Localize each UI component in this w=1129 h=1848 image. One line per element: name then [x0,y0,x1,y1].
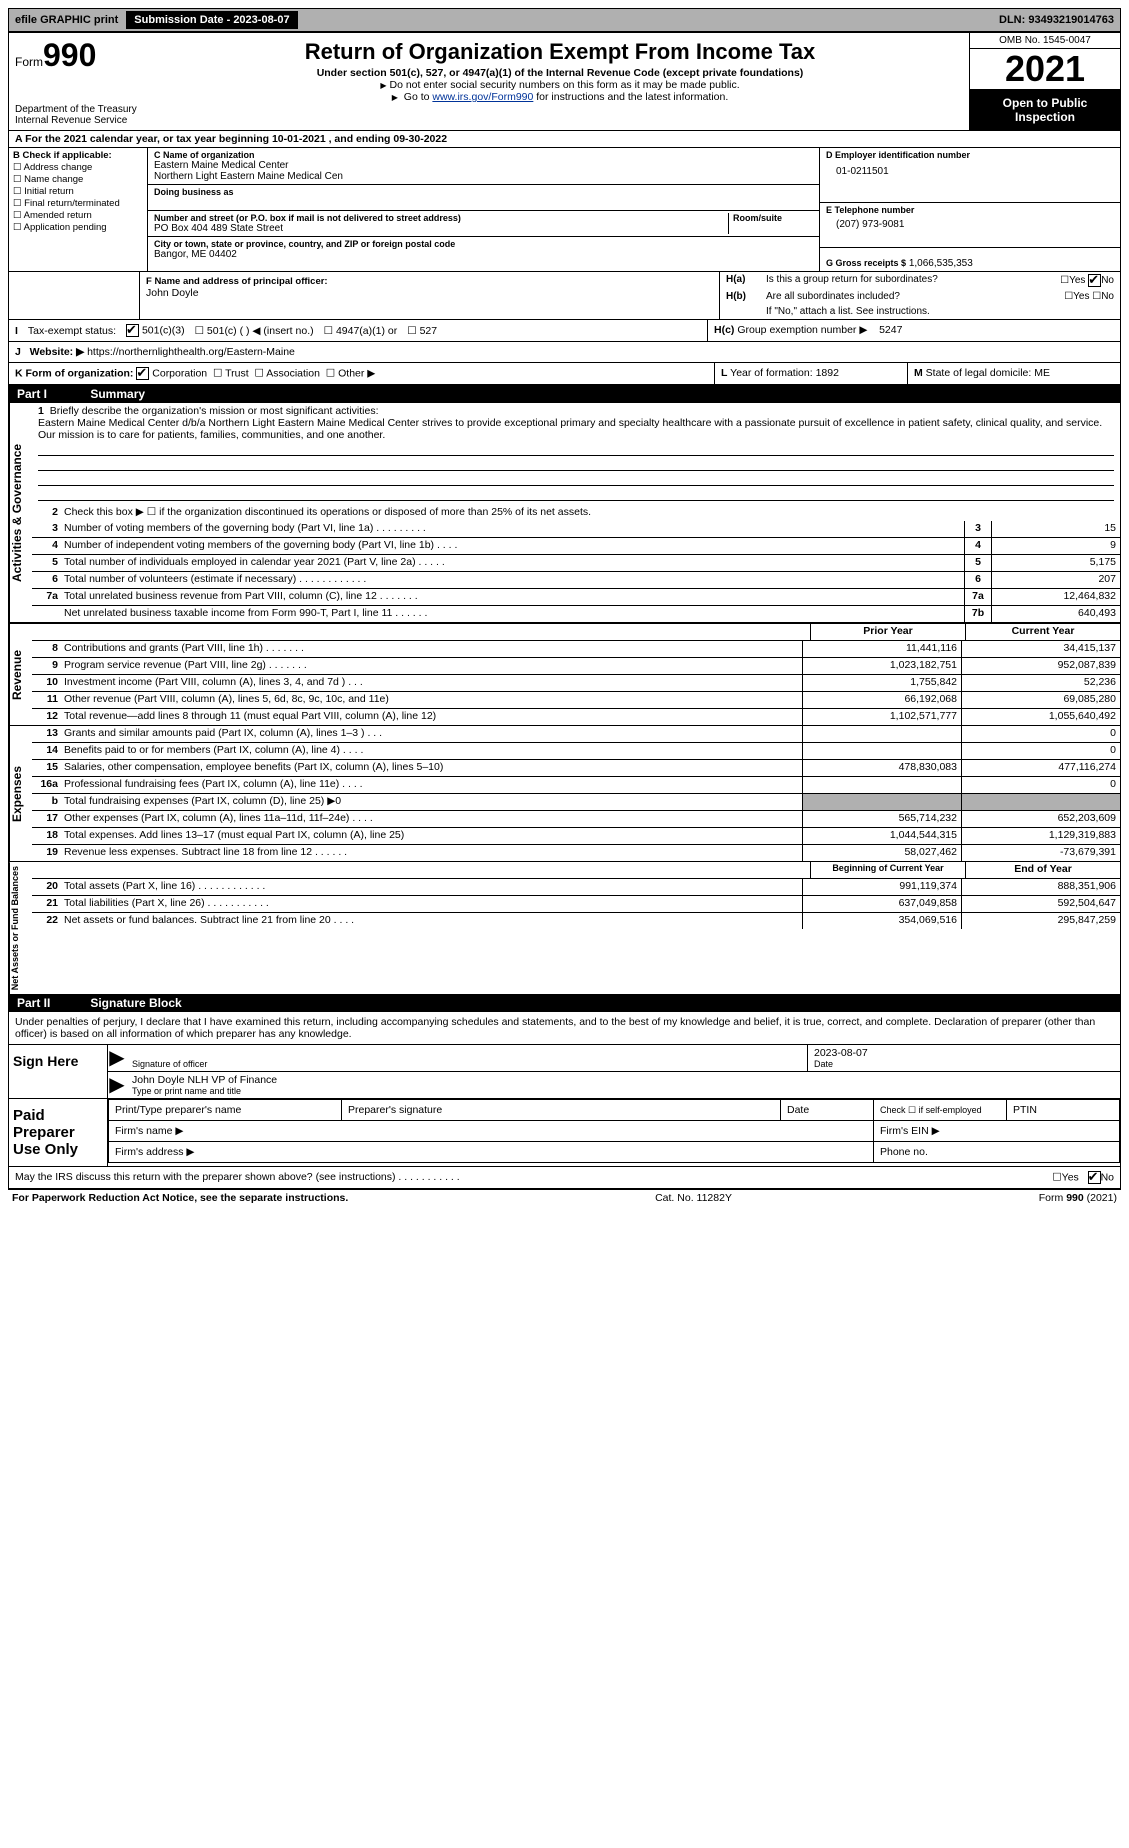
data-line: 16a Professional fundraising fees (Part … [32,777,1120,794]
corp-check [136,367,149,380]
part1-header: Part I Summary [9,385,1120,403]
check-final[interactable]: ☐ Final return/terminated [13,198,143,209]
note-ssn: Do not enter social security numbers on … [159,79,961,91]
gov-line: 4 Number of independent voting members o… [32,538,1120,555]
check-initial[interactable]: ☐ Initial return [13,186,143,197]
data-line: 19 Revenue less expenses. Subtract line … [32,845,1120,861]
discuss-no-check [1088,1171,1101,1184]
tax-year: 2021 [970,49,1120,90]
expenses-section: Expenses 13 Grants and similar amounts p… [9,725,1120,861]
data-line: 9 Program service revenue (Part VIII, li… [32,658,1120,675]
sidebar-governance: Activities & Governance [9,403,32,622]
section-fh: F Name and address of principal officer:… [9,272,1120,320]
efile-label: efile GRAPHIC print [11,14,122,26]
netassets-section: Net Assets or Fund Balances Beginning of… [9,861,1120,994]
data-line: 15 Salaries, other compensation, employe… [32,760,1120,777]
h-a-no-check [1088,274,1101,287]
dept-label: Department of the Treasury [15,104,145,115]
period-row: A For the 2021 calendar year, or tax yea… [9,131,1120,148]
form-subtitle: Under section 501(c), 527, or 4947(a)(1)… [159,67,961,79]
data-line: 18 Total expenses. Add lines 13–17 (must… [32,828,1120,845]
data-line: 14 Benefits paid to or for members (Part… [32,743,1120,760]
footer-catno: Cat. No. 11282Y [655,1192,732,1204]
page-footer: For Paperwork Reduction Act Notice, see … [8,1189,1121,1206]
form-container: Form990 Department of the Treasury Inter… [8,32,1121,1189]
revenue-section: Revenue b Prior Year Current Year 8 Cont… [9,622,1120,725]
header-center: Return of Organization Exempt From Incom… [151,33,969,130]
data-line: 10 Investment income (Part VIII, column … [32,675,1120,692]
ein: 01-0211501 [826,160,1114,177]
officer-name-title: John Doyle NLH VP of Finance [132,1074,1114,1086]
mission-text: Eastern Maine Medical Center d/b/a North… [38,417,1102,441]
note-goto: Go to www.irs.gov/Form990 for instructio… [159,91,961,103]
header-right: OMB No. 1545-0047 2021 Open to Public In… [969,33,1120,130]
501c3-check [126,324,139,337]
form-title: Return of Organization Exempt From Incom… [159,39,961,65]
part1-body: Activities & Governance 1 Briefly descri… [9,403,1120,622]
identity-section: B Check if applicable: ☐ Address change … [9,148,1120,272]
gov-line: 3 Number of voting members of the govern… [32,521,1120,538]
gov-line: 7a Total unrelated business revenue from… [32,589,1120,606]
check-name[interactable]: ☐ Name change [13,174,143,185]
data-line: 22 Net assets or fund balances. Subtract… [32,913,1120,929]
box-deg: D Employer identification number 01-0211… [819,148,1120,271]
gov-line: Net unrelated business taxable income fr… [32,606,1120,622]
perjury-declaration: Under penalties of perjury, I declare th… [9,1012,1120,1044]
irs-link[interactable]: www.irs.gov/Form990 [432,91,533,103]
omb-number: OMB No. 1545-0047 [970,33,1120,49]
paid-preparer-label: Paid Preparer Use Only [9,1099,108,1166]
gross-receipts: 1,066,535,353 [909,258,973,269]
org-city: Bangor, ME 04402 [154,249,813,260]
sign-here-label: Sign Here [9,1045,108,1098]
state-domicile: State of legal domicile: ME [926,367,1050,379]
data-line: 13 Grants and similar amounts paid (Part… [32,726,1120,743]
top-toolbar: efile GRAPHIC print Submission Date - 20… [8,8,1121,32]
data-line: 12 Total revenue—add lines 8 through 11 … [32,709,1120,725]
box-c: C Name of organization Eastern Maine Med… [148,148,819,271]
header-left: Form990 Department of the Treasury Inter… [9,33,151,130]
org-address: PO Box 404 489 State Street [154,223,728,234]
principal-officer: John Doyle [146,287,713,299]
footer-formref: Form 990 (2021) [1039,1192,1117,1204]
sig-date: 2023-08-07 [814,1047,1114,1059]
sidebar-revenue: Revenue [9,624,32,725]
discuss-question: May the IRS discuss this return with the… [15,1171,1052,1184]
form-number: 990 [43,37,96,73]
check-pending[interactable]: ☐ Application pending [13,222,143,233]
footer-paperwork: For Paperwork Reduction Act Notice, see … [12,1192,348,1204]
check-amended[interactable]: ☐ Amended return [13,210,143,221]
data-line: 20 Total assets (Part X, line 16) . . . … [32,879,1120,896]
gov-line: 6 Total number of volunteers (estimate i… [32,572,1120,589]
form-label: Form [15,55,43,69]
data-line: b Total fundraising expenses (Part IX, c… [32,794,1120,811]
data-line: 11 Other revenue (Part VIII, column (A),… [32,692,1120,709]
part2-header: Part II Signature Block [9,994,1120,1012]
dln-label: DLN: 93493219014763 [999,14,1118,26]
irs-label: Internal Revenue Service [15,115,145,126]
phone: (207) 973-9081 [826,215,1114,230]
data-line: 21 Total liabilities (Part X, line 26) .… [32,896,1120,913]
box-b: B Check if applicable: ☐ Address change … [9,148,148,271]
open-to-public: Open to Public Inspection [970,90,1120,130]
signature-block: Under penalties of perjury, I declare th… [9,1012,1120,1188]
form-header: Form990 Department of the Treasury Inter… [9,33,1120,131]
data-line: 17 Other expenses (Part IX, column (A), … [32,811,1120,828]
org-name-2: Northern Light Eastern Maine Medical Cen [154,171,813,182]
year-formation: Year of formation: 1892 [730,367,839,379]
data-line: 8 Contributions and grants (Part VIII, l… [32,641,1120,658]
sidebar-netassets: Net Assets or Fund Balances [9,862,32,994]
gov-line: 5 Total number of individuals employed i… [32,555,1120,572]
submission-date-button[interactable]: Submission Date - 2023-08-07 [126,11,297,29]
group-exemption: 5247 [879,324,902,336]
website-link[interactable]: https://northernlighthealth.org/Eastern-… [87,346,295,358]
org-name-1: Eastern Maine Medical Center [154,160,813,171]
sidebar-expenses: Expenses [9,726,32,861]
check-address[interactable]: ☐ Address change [13,162,143,173]
